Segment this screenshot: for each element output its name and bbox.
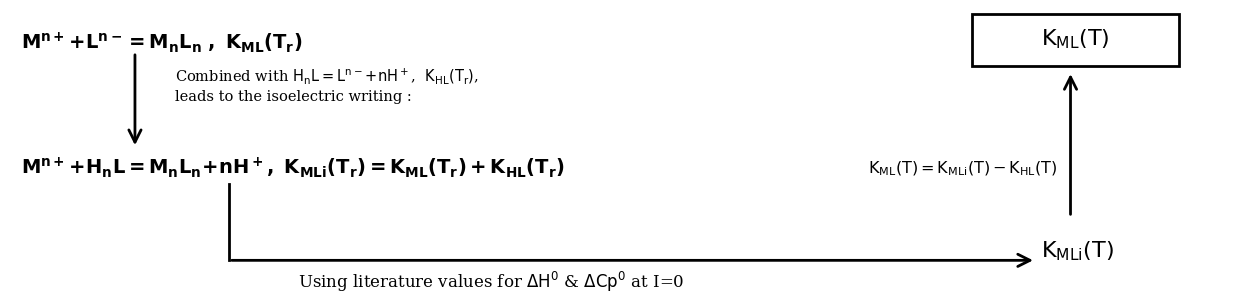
Text: $\mathrm{K_{ML}(T) = K_{MLi}(T) - K_{HL}(T)}$: $\mathrm{K_{ML}(T) = K_{MLi}(T) - K_{HL}… [868,160,1057,178]
Text: Combined with $\mathrm{H_nL = L^{n-}\! +\! nH^+}$,  $\mathrm{K_{HL}(T_r)}$,: Combined with $\mathrm{H_nL = L^{n-}\! +… [174,66,478,86]
Text: leads to the isoelectric writing :: leads to the isoelectric writing : [174,90,412,104]
Text: $\mathbf{M^{n+}\!+\! H_nL = M_nL_n\!+\! nH^+}$$\mathbf{,\ K_{MLi}(T_r) = K_{ML}(: $\mathbf{M^{n+}\!+\! H_nL = M_nL_n\!+\! … [21,155,565,179]
Text: $\mathrm{K_{MLi}(T)}$: $\mathrm{K_{MLi}(T)}$ [1040,239,1114,263]
Text: $\mathbf{M^{n+}\!+\! L^{n-} = M_nL_n}$$\mathbf{\ ,\ K_{ML}(T_r)}$: $\mathbf{M^{n+}\!+\! L^{n-} = M_nL_n}$$\… [21,30,303,55]
Bar [972,14,1179,67]
Text: $\mathrm{K_{ML}(T)}$: $\mathrm{K_{ML}(T)}$ [1042,28,1109,51]
Text: Using literature values for $\Delta\mathrm{H^0}$ & $\Delta\mathrm{Cp^0}$ at I=0: Using literature values for $\Delta\math… [298,269,685,293]
